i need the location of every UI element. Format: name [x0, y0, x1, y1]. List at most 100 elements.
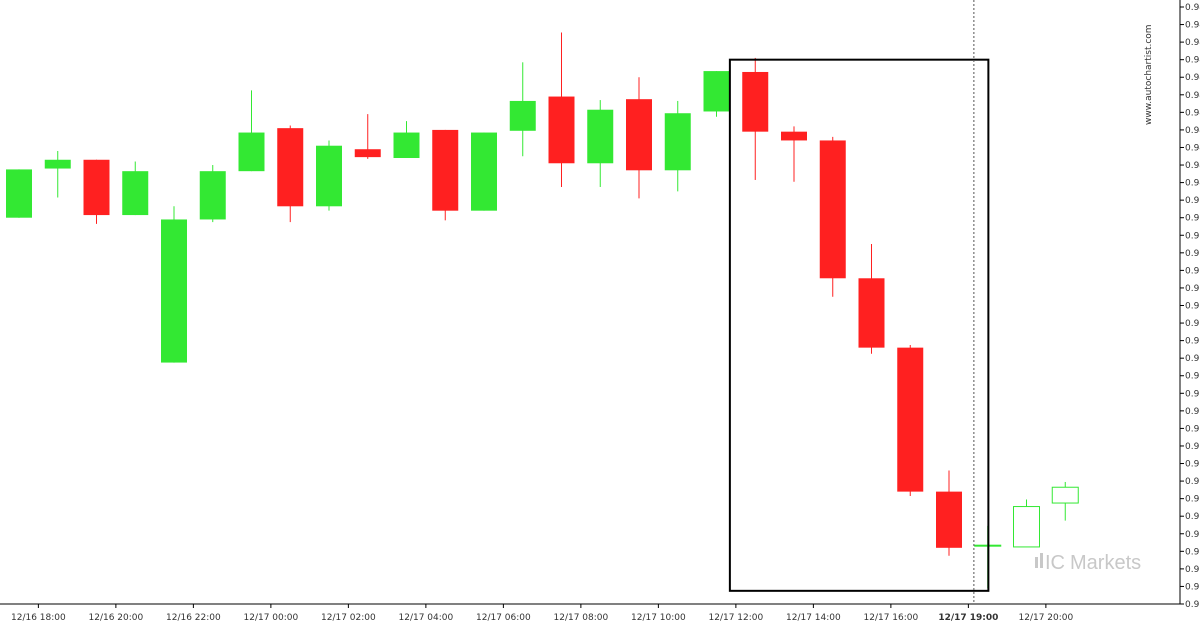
y-tick-label: 0.9385 [1185, 319, 1200, 329]
brand-logo: IC Markets [1035, 552, 1141, 574]
candle-body [819, 140, 846, 279]
candles-layer [6, 32, 1079, 589]
y-tick-label: 0.9419 [1185, 21, 1200, 31]
y-tick-label: 0.9381 [1185, 354, 1200, 364]
candle [858, 244, 885, 354]
candle-body [393, 132, 420, 159]
candle [781, 126, 807, 182]
x-tick-label: 12/17 00:00 [244, 613, 299, 623]
candle-body [238, 132, 265, 172]
candle [548, 32, 575, 187]
candle-body [936, 491, 962, 548]
candle-body [83, 159, 110, 216]
candle [819, 136, 846, 297]
candle [44, 150, 71, 198]
candle [161, 206, 187, 363]
candle [393, 121, 420, 159]
candle [897, 345, 924, 497]
y-tick-label: 0.9417 [1185, 38, 1200, 48]
y-tick-label: 0.9405 [1185, 143, 1200, 153]
x-tick-label: 12/17 08:00 [554, 613, 609, 623]
candle-body [354, 149, 381, 158]
candle-body [703, 71, 730, 112]
y-tick-label: 0.9403 [1185, 161, 1200, 171]
candle [509, 62, 536, 157]
candle [354, 114, 381, 159]
candle-body [6, 169, 32, 218]
candle-body [587, 109, 614, 164]
y-tick-label: 0.9407 [1185, 126, 1200, 136]
y-tick-label: 0.9393 [1185, 249, 1200, 259]
candle [626, 77, 652, 199]
candle [277, 125, 304, 223]
candle [1013, 499, 1040, 548]
candle-body [316, 145, 342, 207]
candle-body [44, 159, 71, 169]
candle-body [1013, 506, 1040, 548]
candle-body [199, 171, 226, 220]
candle [83, 159, 110, 224]
candle-body [161, 219, 187, 363]
x-tick-label: 12/17 16:00 [864, 613, 919, 623]
candle [432, 129, 459, 221]
x-tick-label: 12/17 14:00 [786, 613, 841, 623]
candle-body [626, 99, 652, 171]
x-tick-label: 12/16 20:00 [89, 613, 144, 623]
pattern-layer [728, 0, 990, 604]
candle-body [548, 96, 575, 164]
x-tick-label: 12/17 10:00 [631, 613, 686, 623]
y-tick-label: 0.9361 [1185, 530, 1200, 540]
candle-body [509, 100, 536, 131]
candle [703, 71, 730, 117]
brand-prefix: IC [1045, 552, 1065, 574]
x-tick-label: 12/17 20:00 [1019, 613, 1074, 623]
candle-body [781, 131, 807, 141]
candle-body [664, 113, 691, 171]
y-tick-label: 0.9389 [1185, 284, 1200, 294]
candle [936, 470, 962, 556]
y-tick-label: 0.9359 [1185, 547, 1200, 557]
y-tick-label: 0.9355 [1185, 582, 1200, 592]
x-tick-label: 12/16 22:00 [166, 613, 221, 623]
y-tick-label: 0.9387 [1185, 302, 1200, 312]
candle-body [277, 128, 304, 207]
candle-body [742, 71, 769, 132]
y-tick-label: 0.9369 [1185, 460, 1200, 470]
y-tick-label: 0.9373 [1185, 424, 1200, 434]
candle [122, 161, 149, 216]
y-tick-label: 0.9367 [1185, 477, 1200, 487]
candle [471, 132, 497, 211]
y-tick-label: 0.9413 [1185, 73, 1200, 83]
y-tick-label: 0.9353 [1185, 600, 1200, 610]
y-tick-label: 0.9375 [1185, 407, 1200, 417]
y-tick-label: 0.9391 [1185, 266, 1200, 276]
logo-bar-icon [1040, 553, 1043, 568]
y-tick-label: 0.9383 [1185, 337, 1200, 347]
candle-body [858, 278, 885, 348]
brand-name: Markets [1070, 552, 1141, 574]
candle-body [897, 347, 924, 492]
logo-bar-icon [1035, 557, 1038, 568]
y-tick-label: 0.9411 [1185, 91, 1200, 101]
watermark-text: www.autochartist.com [1144, 24, 1154, 125]
x-tick-label: 12/17 02:00 [321, 613, 376, 623]
x-tick-label: 12/17 06:00 [476, 613, 531, 623]
pattern-box [728, 58, 990, 592]
y-tick-label: 0.9395 [1185, 231, 1200, 241]
y-tick-label: 0.9397 [1185, 214, 1200, 224]
y-tick-label: 0.9379 [1185, 372, 1200, 382]
candle-body [432, 129, 459, 211]
y-tick-label: 0.9365 [1185, 495, 1200, 505]
y-tick-label: 0.9399 [1185, 196, 1200, 206]
y-tick-label: 0.9357 [1185, 565, 1200, 575]
candle [199, 165, 226, 223]
y-tick-label: 0.9401 [1185, 179, 1200, 189]
candle-body [471, 132, 497, 211]
x-tick-label: 12/17 19:00 [938, 613, 998, 623]
x-tick-label: 12/16 18:00 [11, 613, 66, 623]
y-tick-label: 0.9371 [1185, 442, 1200, 452]
y-tick-label: 0.9421 [1185, 3, 1200, 13]
candle [316, 140, 342, 211]
